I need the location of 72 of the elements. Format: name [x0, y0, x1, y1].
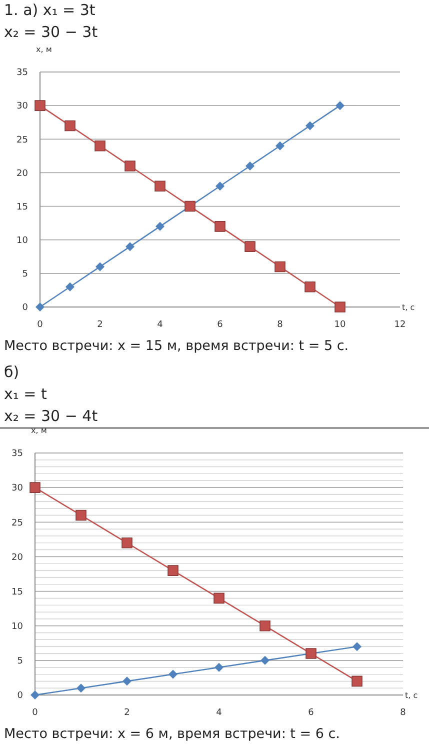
- point: [168, 670, 178, 679]
- chart-subtitle: x₂ = 30 − 3t: [4, 23, 98, 41]
- y-tick-label: 35: [12, 449, 23, 460]
- x-tick-label: 6: [217, 320, 224, 330]
- y-tick-label: 30: [12, 484, 24, 494]
- text: Место встречи: x = 15 м, время встречи: t = 5 с.: [4, 338, 349, 354]
- x-tick-label: 2: [124, 708, 130, 718]
- x-axis-title: t, с: [402, 303, 415, 312]
- y-tick-label: 5: [17, 656, 23, 667]
- y-tick-label: 20: [12, 552, 24, 563]
- point: [30, 482, 40, 493]
- y-tick-label: 25: [16, 135, 28, 146]
- point: [214, 221, 226, 232]
- x-tick-label: 6: [308, 708, 314, 718]
- point: [76, 684, 86, 693]
- y-tick-label: 5: [22, 270, 28, 280]
- point: [246, 162, 254, 170]
- point: [122, 676, 132, 686]
- x-axis-title: t, с: [405, 691, 418, 700]
- y-tick-label: 10: [12, 622, 24, 632]
- point: [154, 180, 166, 192]
- point: [274, 261, 286, 272]
- point: [96, 262, 104, 272]
- point: [306, 121, 314, 130]
- point: [334, 302, 346, 312]
- y-tick-label: 0: [22, 303, 28, 314]
- point: [276, 141, 284, 150]
- y-tick-label: 30: [16, 102, 28, 112]
- y-tick-label: 15: [12, 587, 23, 598]
- y-tick-label: 35: [16, 68, 28, 78]
- point: [216, 182, 224, 191]
- y-tick-label: 0: [17, 691, 24, 702]
- point: [304, 281, 316, 292]
- x-tick-label: 8: [277, 320, 284, 330]
- point: [168, 565, 178, 576]
- point: [64, 120, 76, 132]
- point: [156, 222, 164, 231]
- point: [260, 620, 270, 632]
- y-tick-label: 10: [16, 236, 28, 246]
- x-tick-label: 0: [37, 320, 44, 330]
- x-tick-label: 12: [394, 320, 406, 330]
- x-tick-label: 4: [216, 708, 222, 718]
- point: [66, 282, 74, 292]
- point: [76, 510, 86, 521]
- point: [214, 662, 224, 672]
- point: [260, 656, 270, 665]
- x-tick-label: 4: [157, 320, 164, 330]
- point: [122, 537, 132, 548]
- point: [244, 241, 256, 252]
- point: [36, 302, 44, 312]
- point: [352, 676, 362, 687]
- x-tick-label: 2: [97, 320, 103, 330]
- text: Место встречи: x = 6 м, время встречи: t = 6 с.: [4, 726, 340, 742]
- chart-title: б): [4, 363, 20, 381]
- y-tick-label: 25: [12, 518, 23, 528]
- point: [352, 642, 362, 652]
- chart-subtitle: x₁ = t x₂ = 30 − 4t: [4, 385, 98, 425]
- point: [124, 160, 136, 172]
- x-tick-label: 8: [400, 708, 406, 718]
- y-axis-title: x, м: [36, 45, 52, 54]
- x-tick-label: 0: [32, 708, 38, 718]
- x-tick-label: 10: [334, 320, 346, 330]
- point: [34, 100, 46, 111]
- point: [214, 592, 224, 604]
- y-tick-label: 15: [16, 202, 28, 212]
- point: [126, 242, 134, 252]
- point: [336, 101, 344, 110]
- point: [94, 140, 106, 152]
- chart-title: 1. а) x₁ = 3t: [4, 1, 96, 19]
- y-tick-label: 20: [16, 168, 28, 179]
- y-axis-title: x, м: [31, 426, 47, 435]
- point: [30, 690, 40, 700]
